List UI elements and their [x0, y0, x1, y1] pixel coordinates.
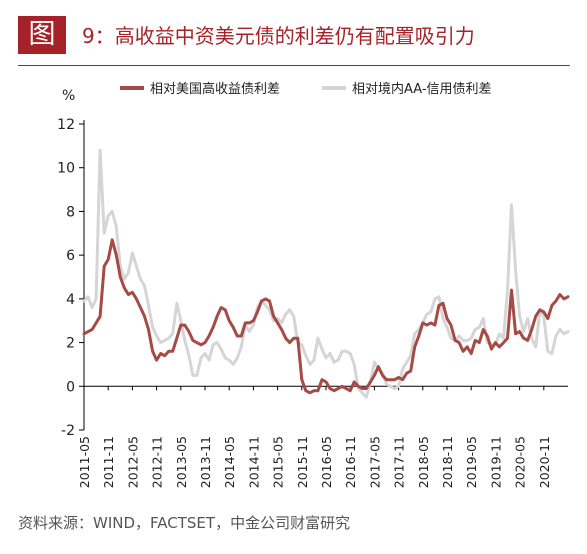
legend-label: 相对境内AA-信用债利差: [352, 81, 492, 97]
x-tick-label: 2020-11: [537, 436, 552, 488]
x-tick-label: 2013-05: [174, 436, 189, 488]
figure-badge: 图: [18, 16, 66, 54]
y-tick-label: 10: [57, 161, 75, 177]
x-tick-label: 2018-11: [440, 436, 455, 488]
x-tick-label: 2016-11: [343, 436, 358, 488]
y-tick-label: 12: [57, 117, 75, 133]
x-tick-label: 2013-11: [198, 436, 213, 488]
figure-title: 9：高收益中资美元债的利差仍有配置吸引力: [82, 24, 475, 48]
x-tick-label: 2017-05: [367, 436, 382, 488]
x-tick-label: 2011-05: [77, 436, 92, 488]
line-chart: % -2 0 2 4 6 8 10 12 2011-05 2011-11 2012-05 2012-11…: [57, 81, 570, 488]
x-tick-label: 2012-11: [150, 436, 165, 488]
series-line: [82, 148, 570, 399]
x-tick-label: 2016-05: [319, 436, 334, 488]
x-tick-label: 2012-05: [125, 436, 140, 488]
x-tick-label: 2020-05: [513, 436, 528, 488]
y-tick-label: 2: [66, 336, 75, 352]
figure-header: 图 9：高收益中资美元债的利差仍有配置吸引力: [0, 0, 587, 66]
series-line: [82, 238, 570, 395]
x-tick-label: 2014-11: [246, 436, 261, 488]
y-tick-label: 4: [66, 292, 75, 308]
x-tick-label: 2015-05: [271, 436, 286, 488]
legend-label: 相对美国高收益债利差: [150, 81, 280, 97]
source-note: 资料来源：WIND，FACTSET，中金公司财富研究: [18, 514, 351, 532]
y-tick-label: 8: [66, 204, 75, 220]
x-tick-label: 2017-11: [392, 436, 407, 488]
y-tick-label: -2: [61, 423, 75, 439]
y-tick-label: 6: [66, 248, 75, 264]
x-tick-label: 2018-05: [416, 436, 431, 488]
x-tick-label: 2019-05: [464, 436, 479, 488]
header-divider: [18, 65, 570, 66]
x-tick-label: 2011-11: [101, 436, 116, 488]
x-tick-label: 2015-11: [295, 436, 310, 488]
x-tick-label: 2014-05: [222, 436, 237, 488]
x-tick-label: 2019-11: [488, 436, 503, 488]
y-tick-label: 0: [66, 379, 75, 395]
y-axis-unit: %: [62, 88, 75, 104]
